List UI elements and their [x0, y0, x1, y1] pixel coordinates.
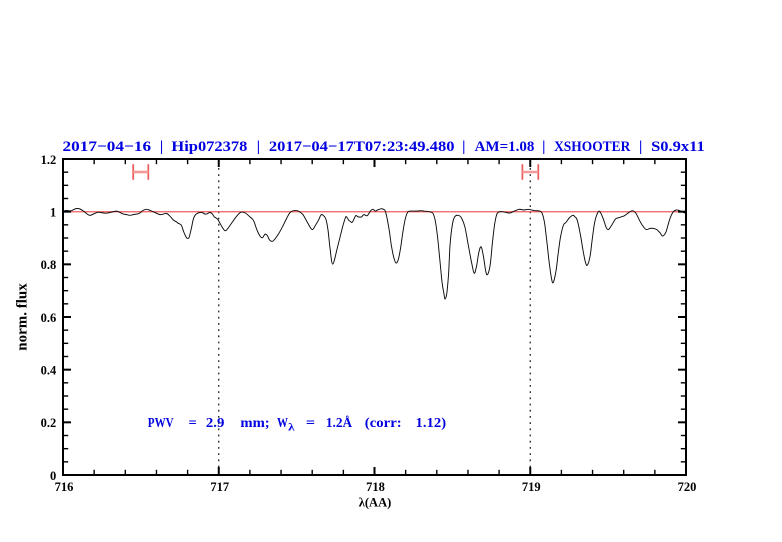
svg-text:|: |: [462, 139, 465, 155]
svg-text:S0.9x11: S0.9x11: [651, 139, 705, 155]
svg-text:λ: λ: [288, 421, 295, 433]
svg-text:Hip072378: Hip072378: [171, 139, 247, 155]
svg-text:=: =: [306, 416, 315, 431]
svg-text:|: |: [257, 139, 260, 155]
svg-text:0.8: 0.8: [41, 258, 57, 272]
svg-text:=: =: [189, 416, 197, 431]
svg-text:norm. flux: norm. flux: [14, 283, 30, 351]
svg-text:718: 718: [366, 480, 385, 494]
svg-text:1: 1: [50, 206, 56, 220]
svg-text:719: 719: [522, 480, 541, 494]
svg-text:0.6: 0.6: [41, 311, 57, 325]
svg-text:1.2Å: 1.2Å: [326, 415, 353, 431]
svg-text:2.9: 2.9: [206, 416, 225, 431]
svg-text:2017−04−16: 2017−04−16: [63, 139, 152, 155]
svg-text:0: 0: [50, 469, 56, 483]
svg-text:717: 717: [210, 480, 229, 494]
svg-text:W: W: [277, 416, 288, 431]
svg-text:AM=1.08: AM=1.08: [475, 139, 535, 155]
svg-text:XSHOOTER: XSHOOTER: [554, 139, 630, 155]
svg-text:716: 716: [55, 480, 74, 494]
svg-text:0.4: 0.4: [41, 364, 57, 378]
svg-text:1.12): 1.12): [416, 416, 447, 431]
svg-text:2017−04−17T07:23:49.480: 2017−04−17T07:23:49.480: [269, 139, 455, 155]
svg-text:(corr:: (corr:: [365, 416, 402, 431]
svg-text:|: |: [542, 139, 545, 155]
svg-text:1.2: 1.2: [41, 153, 57, 167]
svg-text:|: |: [160, 139, 163, 155]
svg-text:720: 720: [678, 480, 697, 494]
svg-text:PWV: PWV: [148, 416, 174, 431]
svg-text:λ(AA): λ(AA): [359, 496, 392, 510]
svg-text:0.2: 0.2: [41, 416, 57, 430]
svg-text:|: |: [639, 139, 642, 155]
svg-text:mm;: mm;: [240, 416, 269, 431]
